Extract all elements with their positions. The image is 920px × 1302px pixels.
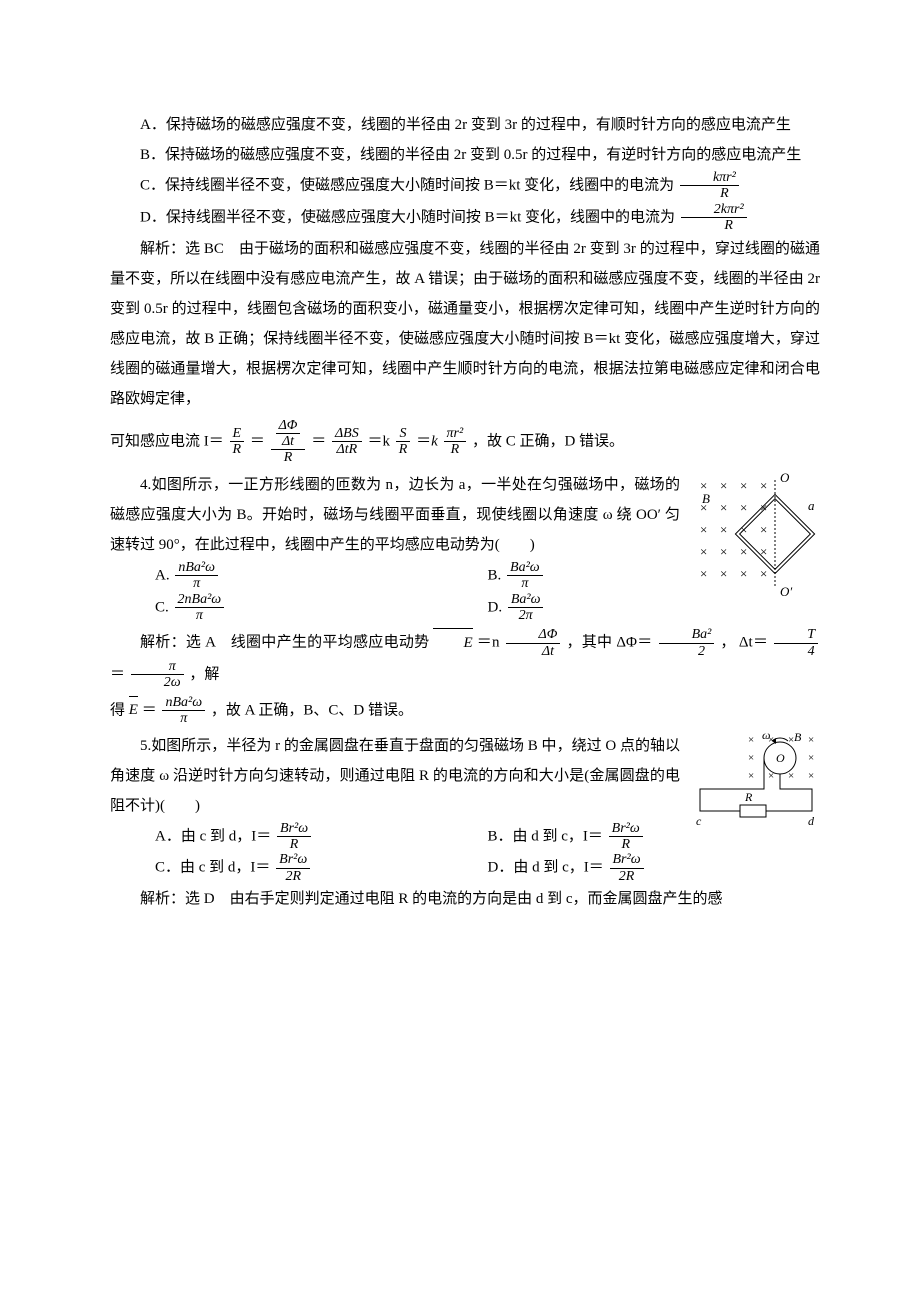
frac-num: kπr² [680, 170, 739, 186]
svg-text:×: × [808, 770, 814, 782]
svg-text:×: × [700, 566, 707, 581]
figure-q5: ×××× ×× ×××× O B ω R c [690, 731, 820, 842]
sol3b-post: ，故 C 正确，D 错误。 [472, 433, 624, 449]
svg-text:×: × [760, 478, 767, 493]
option-d: D．保持线圈半径不变，使磁感应强度大小随时间按 B＝kt 变化，线圈中的电流为 … [110, 202, 820, 234]
eq-frac: πr²R [444, 426, 467, 458]
svg-text:×: × [720, 544, 727, 559]
svg-text:B: B [702, 491, 710, 506]
eq-frac: ER [230, 426, 245, 458]
svg-text:×: × [720, 566, 727, 581]
svg-text:a: a [808, 498, 815, 513]
solution-4-line2: 得 E ＝ nBa²ωπ ，故 A 正确，B、C、D 错误。 [110, 695, 820, 727]
q5-opt-a-label: A．由 c 到 d，I＝ [155, 828, 271, 844]
svg-text:×: × [740, 500, 747, 515]
option-c: C．保持线圈半径不变，使磁感应强度大小随时间按 B＝kt 变化，线圈中的电流为 … [110, 170, 820, 202]
option-b: B．保持磁场的磁感应强度不变，线圈的半径由 2r 变到 0.5r 的过程中，有逆… [110, 140, 820, 170]
svg-text:×: × [740, 566, 747, 581]
option-c-text: C．保持线圈半径不变，使磁感应强度大小随时间按 B＝kt 变化，线圈中的电流为 [140, 177, 674, 193]
q4-opt-d-label: D. [488, 599, 503, 615]
svg-text:×: × [760, 544, 767, 559]
svg-text:×: × [700, 522, 707, 537]
q4-opt-c-label: C. [155, 599, 169, 615]
solution-3-equation: 可知感应电流 I＝ ER ＝ ΔΦΔt R ＝ ΔBSΔtR ＝k SR ＝k … [110, 418, 820, 466]
q5-opt-c-label: C．由 c 到 d，I＝ [155, 860, 270, 876]
eq-frac: ΔBSΔtR [332, 426, 362, 458]
eq-frac: ΔΦΔt R [271, 418, 306, 466]
page: A．保持磁场的磁感应强度不变，线圈的半径由 2r 变到 3r 的过程中，有顺时针… [0, 0, 920, 974]
solution-3-text: 解析：选 BC 由于磁场的面积和磁感应强度不变，线圈的半径由 2r 变到 3r … [110, 234, 820, 414]
q4-opt-b-label: B. [488, 567, 502, 583]
solution-5: 解析：选 D 由右手定则判定通过电阻 R 的电流的方向是由 d 到 c，而金属圆… [110, 884, 820, 914]
svg-text:×: × [700, 544, 707, 559]
svg-text:×: × [760, 522, 767, 537]
svg-text:ω: ω [762, 731, 770, 742]
svg-text:c: c [696, 814, 702, 828]
option-c-frac: kπr² R [680, 170, 739, 202]
q5-opt-d-label: D．由 d 到 c，I＝ [488, 860, 604, 876]
svg-text:O: O [780, 470, 790, 485]
svg-text:×: × [748, 752, 754, 764]
question-5: ×××× ×× ×××× O B ω R c [110, 731, 820, 915]
svg-text:×: × [740, 478, 747, 493]
option-a: A．保持磁场的磁感应强度不变，线圈的半径由 2r 变到 3r 的过程中，有顺时针… [110, 110, 820, 140]
svg-text:×: × [720, 522, 727, 537]
svg-text:O′: O′ [780, 584, 792, 599]
frac-den: R [681, 218, 747, 233]
svg-text:×: × [720, 478, 727, 493]
svg-text:×: × [808, 734, 814, 746]
q4-opt-a-label: A. [155, 567, 170, 583]
sol3b-pre: 可知感应电流 I＝ [110, 433, 224, 449]
svg-text:×: × [748, 734, 754, 746]
option-d-text: D．保持线圈半径不变，使磁感应强度大小随时间按 B＝kt 变化，线圈中的电流为 [140, 209, 675, 225]
q5-opt-b-label: B．由 d 到 c，I＝ [488, 828, 603, 844]
figure-q4: ×××× ×××× ×××× ×××× ×××× O O′ [690, 470, 820, 621]
svg-text:R: R [744, 790, 753, 804]
svg-text:×: × [760, 566, 767, 581]
svg-text:B: B [794, 731, 802, 744]
frac-num: 2kπr² [681, 202, 747, 218]
svg-text:×: × [740, 544, 747, 559]
svg-text:O: O [776, 751, 785, 765]
solution-4-line1: 解析：选 A 线圈中产生的平均感应电动势 E ＝n ΔΦΔt ，其中 ΔΦ＝ B… [110, 627, 820, 691]
option-d-frac: 2kπr² R [681, 202, 747, 234]
svg-text:×: × [808, 752, 814, 764]
frac-den: R [680, 186, 739, 201]
svg-text:d: d [808, 814, 815, 828]
q5-options-row2: C．由 c 到 d，I＝ Br²ω2R D．由 d 到 c，I＝ Br²ω2R [155, 852, 820, 884]
eq-frac: SR [396, 426, 411, 458]
svg-text:×: × [720, 500, 727, 515]
svg-text:×: × [748, 770, 754, 782]
question-4: ×××× ×××× ×××× ×××× ×××× O O′ [110, 470, 820, 727]
